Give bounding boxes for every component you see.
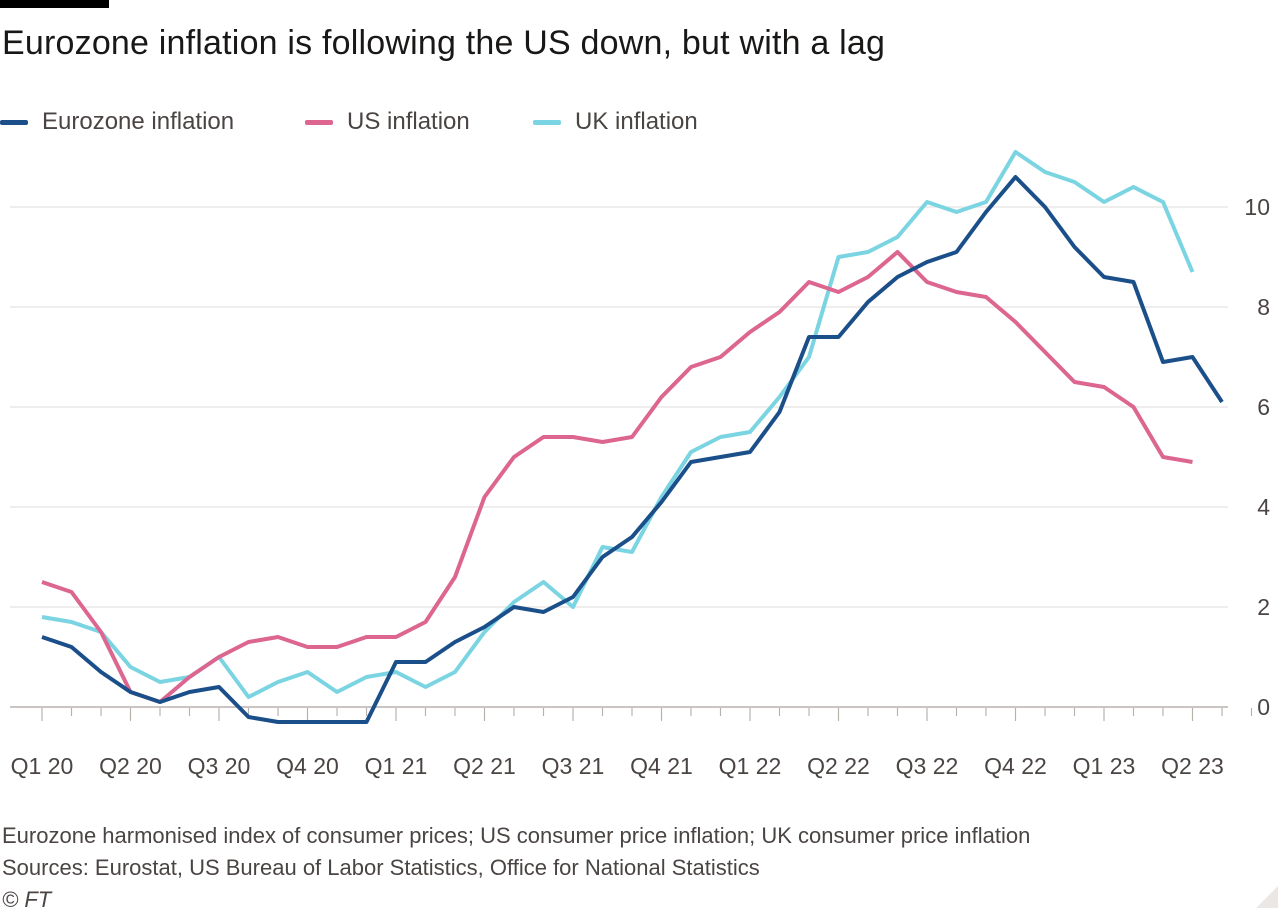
legend-item-eurozone: Eurozone inflation xyxy=(0,108,234,136)
y-tick-label-8: 8 xyxy=(1257,294,1270,320)
resize-corner-icon xyxy=(1256,886,1278,908)
legend-swatch-eurozone xyxy=(0,119,28,125)
y-tick-label-2: 2 xyxy=(1257,594,1270,620)
series-line-uk xyxy=(41,150,1195,699)
legend-label-uk: UK inflation xyxy=(575,108,698,135)
x-tick-label-0: Q1 20 xyxy=(11,753,74,779)
series-line-eurozone xyxy=(41,175,1224,724)
notes-line: Eurozone harmonised index of consumer pr… xyxy=(2,823,1031,848)
x-tick-label-8: Q1 22 xyxy=(719,753,782,779)
legend-item-uk: UK inflation xyxy=(533,108,698,136)
y-tick-label-0: 0 xyxy=(1257,694,1270,720)
x-tick-label-1: Q2 20 xyxy=(99,753,162,779)
x-tick-label-3: Q4 20 xyxy=(276,753,339,779)
x-tick-label-7: Q4 21 xyxy=(630,753,693,779)
x-axis xyxy=(10,706,1253,721)
chart-title: Eurozone inflation is following the US d… xyxy=(2,24,886,62)
x-tick-label-10: Q3 22 xyxy=(896,753,959,779)
x-tick-label-12: Q1 23 xyxy=(1073,753,1136,779)
x-tick-label-2: Q3 20 xyxy=(188,753,251,779)
y-tick-label-10: 10 xyxy=(1244,194,1270,220)
legend-swatch-uk xyxy=(533,119,561,125)
legend-swatch-us xyxy=(305,119,333,125)
x-tick-label-5: Q2 21 xyxy=(453,753,516,779)
series-lines xyxy=(41,150,1224,724)
x-tick-label-11: Q4 22 xyxy=(984,753,1047,779)
x-tick-label-9: Q2 22 xyxy=(807,753,870,779)
x-tick-label-4: Q1 21 xyxy=(365,753,428,779)
sources-line: Sources: Eurostat, US Bureau of Labor St… xyxy=(2,855,760,880)
x-tick-label-6: Q3 21 xyxy=(542,753,605,779)
x-axis-labels: Q1 20 Q2 20 Q3 20 Q4 20 Q1 21 Q2 21 Q3 21 Q4 21… xyxy=(11,753,1224,779)
line-chart: 0 2 4 6 8 10 Q1 20 Q2 20 Q3 20 Q4 20 Q1 21 Q2 21 Q3… xyxy=(10,150,1270,779)
brand-bar xyxy=(0,0,109,8)
y-axis-labels: 0 2 4 6 8 10 xyxy=(1244,194,1270,720)
chart-notes: Eurozone harmonised index of consumer pr… xyxy=(2,820,1030,916)
legend-item-us: US inflation xyxy=(305,108,470,136)
x-tick-label-13: Q2 23 xyxy=(1161,753,1224,779)
gridlines xyxy=(10,206,1228,608)
copyright: © FT xyxy=(2,887,52,912)
legend-label-us: US inflation xyxy=(347,108,470,135)
legend-label-eurozone: Eurozone inflation xyxy=(42,108,235,135)
y-tick-label-4: 4 xyxy=(1257,494,1270,520)
y-tick-label-6: 6 xyxy=(1257,394,1270,420)
series-line-us xyxy=(41,250,1193,704)
